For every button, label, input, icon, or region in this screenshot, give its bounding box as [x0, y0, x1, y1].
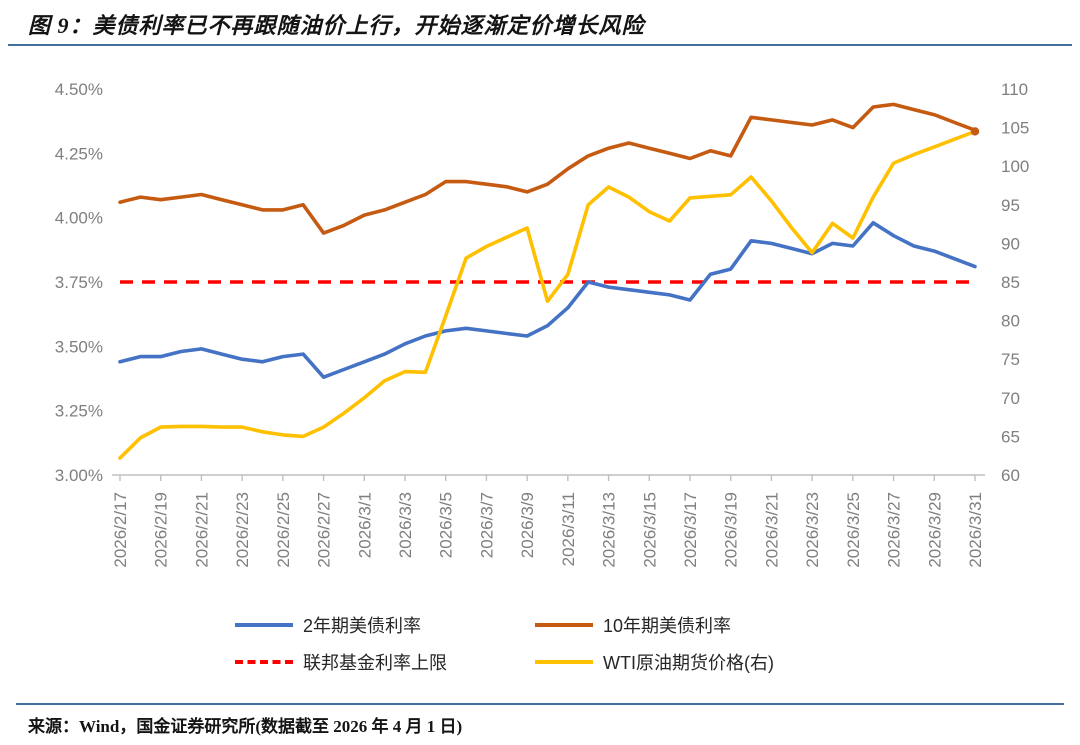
- x-axis-tick-label: 2026/3/7: [477, 492, 496, 558]
- y-axis-left-tick-label: 4.50%: [55, 80, 103, 99]
- legend-label-10y: 10年期美债利率: [603, 616, 732, 636]
- x-axis-tick-label: 2026/3/19: [722, 492, 741, 568]
- legend-swatch-wti-line: [535, 660, 593, 664]
- legend-swatch-10y-line: [535, 623, 593, 627]
- y-axis-left-tick-label: 4.25%: [55, 144, 103, 163]
- x-axis-tick-label: 2026/3/3: [396, 492, 415, 558]
- y-axis-right-tick-label: 80: [1001, 312, 1020, 331]
- legend-label-wti: WTI原油期货价格(右): [603, 653, 774, 673]
- y-axis-right-tick-label: 90: [1001, 234, 1020, 253]
- x-axis-tick-label: 2026/2/19: [152, 492, 171, 568]
- legend-item-10y-yield: 10年期美债利率: [535, 612, 845, 638]
- x-axis-tick-label: 2026/3/25: [844, 492, 863, 568]
- legend-swatch-fed-dashed-line: [235, 660, 293, 664]
- legend-item-2y-yield: 2年期美债利率: [235, 612, 535, 638]
- series-end-marker: [970, 127, 980, 136]
- legend-label-2y: 2年期美债利率: [303, 616, 422, 636]
- x-axis-tick-label: 2026/3/31: [966, 492, 985, 568]
- source-note: 来源：Wind，国金证券研究所(数据截至 2026 年 4 月 1 日): [28, 717, 463, 736]
- y-axis-right-tick-label: 60: [1001, 466, 1020, 485]
- y-axis-right-tick-label: 110: [1001, 80, 1028, 99]
- y-axis-right-tick-label: 75: [1001, 350, 1020, 369]
- series-line-10y: [118, 102, 977, 235]
- y-axis-left-tick-label: 3.50%: [55, 337, 103, 356]
- y-axis-right-tick-label: 85: [1001, 273, 1020, 292]
- x-axis-tick-label: 2026/2/27: [315, 492, 334, 568]
- y-axis-right-tick-label: 65: [1001, 427, 1020, 446]
- x-axis-tick-label: 2026/2/23: [233, 492, 252, 568]
- chart-legend: 2年期美债利率 10年期美债利率 联邦基金利率上限 WTI原油期货价格(右): [0, 612, 1080, 675]
- title-underline: [8, 44, 1072, 46]
- series-line-wti: [118, 129, 977, 460]
- legend-item-wti: WTI原油期货价格(右): [535, 649, 845, 675]
- y-axis-right-tick-label: 105: [1001, 119, 1029, 138]
- footer-divider: [16, 703, 1064, 705]
- x-axis-tick-label: 2026/3/13: [600, 492, 619, 568]
- x-axis-tick-label: 2026/3/17: [681, 492, 700, 568]
- x-axis-tick-label: 2026/2/17: [111, 492, 130, 568]
- x-axis-tick-label: 2026/2/21: [192, 492, 211, 568]
- chart-canvas: 2026/2/17 2026/2/19 2026/2/21 2026/2/23 2026…: [55, 80, 1030, 568]
- x-axis-tick-label: 2026/3/21: [762, 492, 781, 568]
- y-axis-left-tick-label: 4.00%: [55, 209, 103, 228]
- x-axis-tick-label: 2026/3/29: [925, 492, 944, 568]
- x-axis-tick-label: 2026/3/27: [885, 492, 904, 568]
- x-axis-tick-label: 2026/3/9: [518, 492, 537, 558]
- x-axis-tick-label: 2026/3/1: [355, 492, 374, 558]
- legend-label-fed: 联邦基金利率上限: [303, 653, 447, 673]
- x-axis-tick-label: 2026/3/11: [559, 492, 578, 566]
- y-axis-right-tick-label: 95: [1001, 196, 1020, 215]
- y-axis-right-tick-label: 100: [1001, 157, 1029, 176]
- legend-swatch-2y-line: [235, 623, 293, 627]
- y-axis-left-tick-label: 3.00%: [55, 466, 103, 485]
- x-axis-tick-label: 2026/3/23: [803, 492, 822, 568]
- x-axis-tick-label: 2026/3/15: [640, 492, 659, 568]
- legend-item-fed-funds-cap: 联邦基金利率上限: [235, 649, 535, 675]
- y-axis-left-tick-label: 3.75%: [55, 273, 103, 292]
- y-axis-left-tick-label: 3.25%: [55, 402, 103, 421]
- x-axis-tick-label: 2026/2/25: [274, 492, 293, 568]
- figure-title: 图 9：美债利率已不再跟随油价上行，开始逐渐定价增长风险: [28, 13, 645, 38]
- series-line-2y: [118, 221, 977, 380]
- y-axis-right-tick-label: 70: [1001, 389, 1020, 408]
- x-axis-tick-label: 2026/3/5: [437, 492, 456, 558]
